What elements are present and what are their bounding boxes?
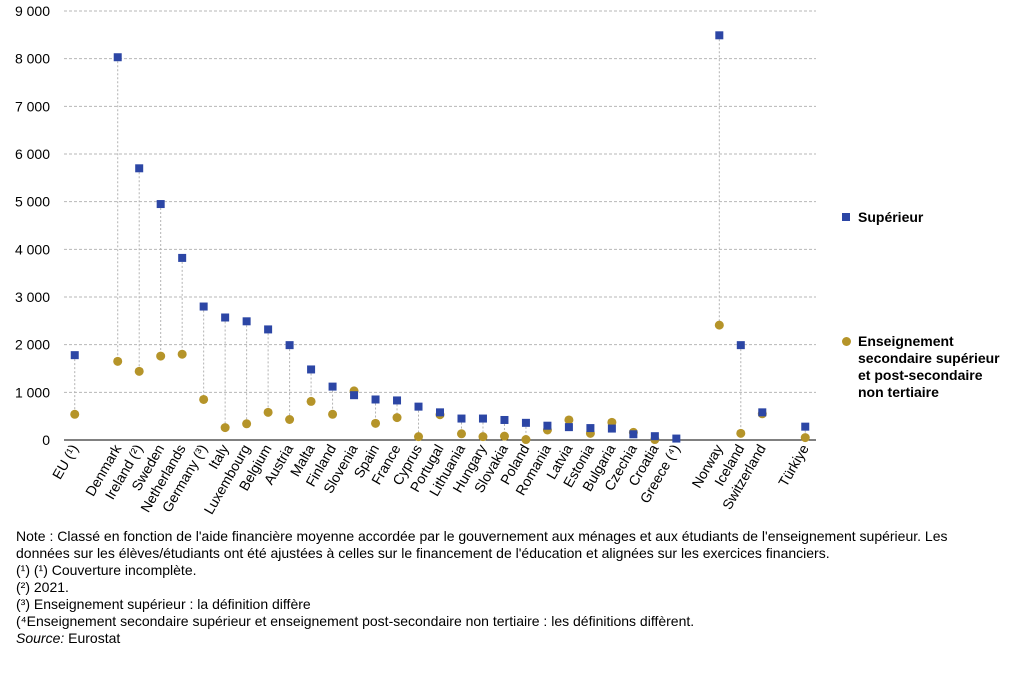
data-point-superieur xyxy=(70,351,79,360)
data-point-secondaire xyxy=(113,356,123,366)
data-point-secondaire xyxy=(134,366,144,376)
data-point-superieur xyxy=(393,396,402,405)
legend-label: Supérieur xyxy=(858,209,924,225)
data-point-superieur xyxy=(178,253,187,262)
data-point-superieur xyxy=(135,164,144,173)
data-point-superieur xyxy=(650,432,659,441)
source-label: Source: xyxy=(16,630,65,646)
data-point-secondaire xyxy=(714,320,724,330)
y-tick-label: 8 000 xyxy=(15,51,50,67)
data-point-superieur xyxy=(736,341,745,350)
data-point-superieur xyxy=(801,422,810,431)
data-point-secondaire xyxy=(499,431,509,441)
chart-notes: Note : Classé en fonction de l'aide fina… xyxy=(16,528,991,647)
data-point-secondaire xyxy=(736,428,746,438)
data-point-superieur xyxy=(113,53,122,62)
data-point-superieur xyxy=(328,382,337,391)
data-point-secondaire xyxy=(564,415,574,425)
stem-lines xyxy=(74,35,806,440)
data-point-secondaire xyxy=(70,409,80,419)
footnote-4: (⁴Enseignement secondaire supérieur et e… xyxy=(16,613,695,629)
data-point-superieur xyxy=(758,408,767,417)
data-point-superieur xyxy=(199,302,208,311)
data-point-secondaire xyxy=(263,407,273,417)
data-point-superieur xyxy=(414,402,423,411)
y-tick-label: 0 xyxy=(42,432,50,448)
data-point-secondaire xyxy=(328,409,338,419)
legend-circle-swatch xyxy=(842,337,851,346)
data-markers xyxy=(70,31,810,445)
data-point-superieur xyxy=(307,365,316,374)
data-point-secondaire xyxy=(177,349,187,359)
data-point-secondaire xyxy=(156,351,166,361)
data-point-secondaire xyxy=(414,432,424,442)
data-point-superieur xyxy=(521,418,530,427)
source-value: Eurostat xyxy=(64,630,121,646)
data-point-superieur xyxy=(371,395,380,404)
data-point-secondaire xyxy=(371,418,381,428)
data-point-secondaire xyxy=(800,433,810,443)
y-tick-label: 1 000 xyxy=(15,384,50,400)
data-point-superieur xyxy=(285,341,294,350)
legend-label: Enseignement secondaire supérieur et pos… xyxy=(858,333,1000,400)
footnote-3: (³) Enseignement supérieur : la définiti… xyxy=(16,596,311,612)
legend-square-swatch xyxy=(842,213,850,221)
data-point-superieur xyxy=(350,391,359,400)
data-point-secondaire xyxy=(285,415,295,425)
x-tick-label: Türkiye xyxy=(775,441,812,489)
data-point-superieur xyxy=(586,424,595,433)
data-point-secondaire xyxy=(220,423,230,433)
gridlines xyxy=(64,10,816,393)
data-point-secondaire xyxy=(521,435,531,445)
note-text: Note : Classé en fonction de l'aide fina… xyxy=(16,528,948,561)
y-tick-label: 2 000 xyxy=(15,337,50,353)
y-tick-label: 4 000 xyxy=(15,241,50,257)
data-point-superieur xyxy=(607,424,616,433)
data-point-secondaire xyxy=(392,413,402,423)
y-tick-labels: 0 1 000 2 000 3 000 4 000 5 000 6 000 7 000 8 00… xyxy=(15,3,50,448)
data-point-superieur xyxy=(629,430,638,439)
footnote-1: (¹) (¹) Couverture incomplète. xyxy=(16,562,197,578)
y-tick-label: 7 000 xyxy=(15,98,50,114)
footnote-2: (²) 2021. xyxy=(16,579,69,595)
scatter-chart: 0 1 000 2 000 3 000 4 000 5 000 6 000 7 000 8 00… xyxy=(15,3,816,517)
data-point-superieur xyxy=(436,408,444,417)
y-tick-label: 9 000 xyxy=(15,3,50,19)
data-point-secondaire xyxy=(306,396,316,406)
y-tick-label: 5 000 xyxy=(15,194,50,210)
data-point-superieur xyxy=(500,415,509,424)
x-tick-label: EU (¹) xyxy=(49,442,82,482)
y-tick-label: 6 000 xyxy=(15,146,50,162)
data-point-superieur xyxy=(242,317,251,326)
data-point-superieur xyxy=(715,31,724,40)
data-point-superieur xyxy=(156,200,165,209)
data-point-superieur xyxy=(264,325,273,334)
data-point-superieur xyxy=(672,434,681,443)
data-point-superieur xyxy=(543,421,552,430)
data-point-secondaire xyxy=(242,419,252,429)
data-point-superieur xyxy=(221,313,230,322)
data-point-superieur xyxy=(478,414,487,423)
data-point-superieur xyxy=(457,414,466,423)
data-point-secondaire xyxy=(478,432,488,442)
y-tick-label: 3 000 xyxy=(15,289,50,305)
source-line: Source: Eurostat xyxy=(16,630,991,647)
data-point-secondaire xyxy=(199,394,209,404)
data-point-superieur xyxy=(564,423,573,432)
data-point-secondaire xyxy=(456,429,466,439)
